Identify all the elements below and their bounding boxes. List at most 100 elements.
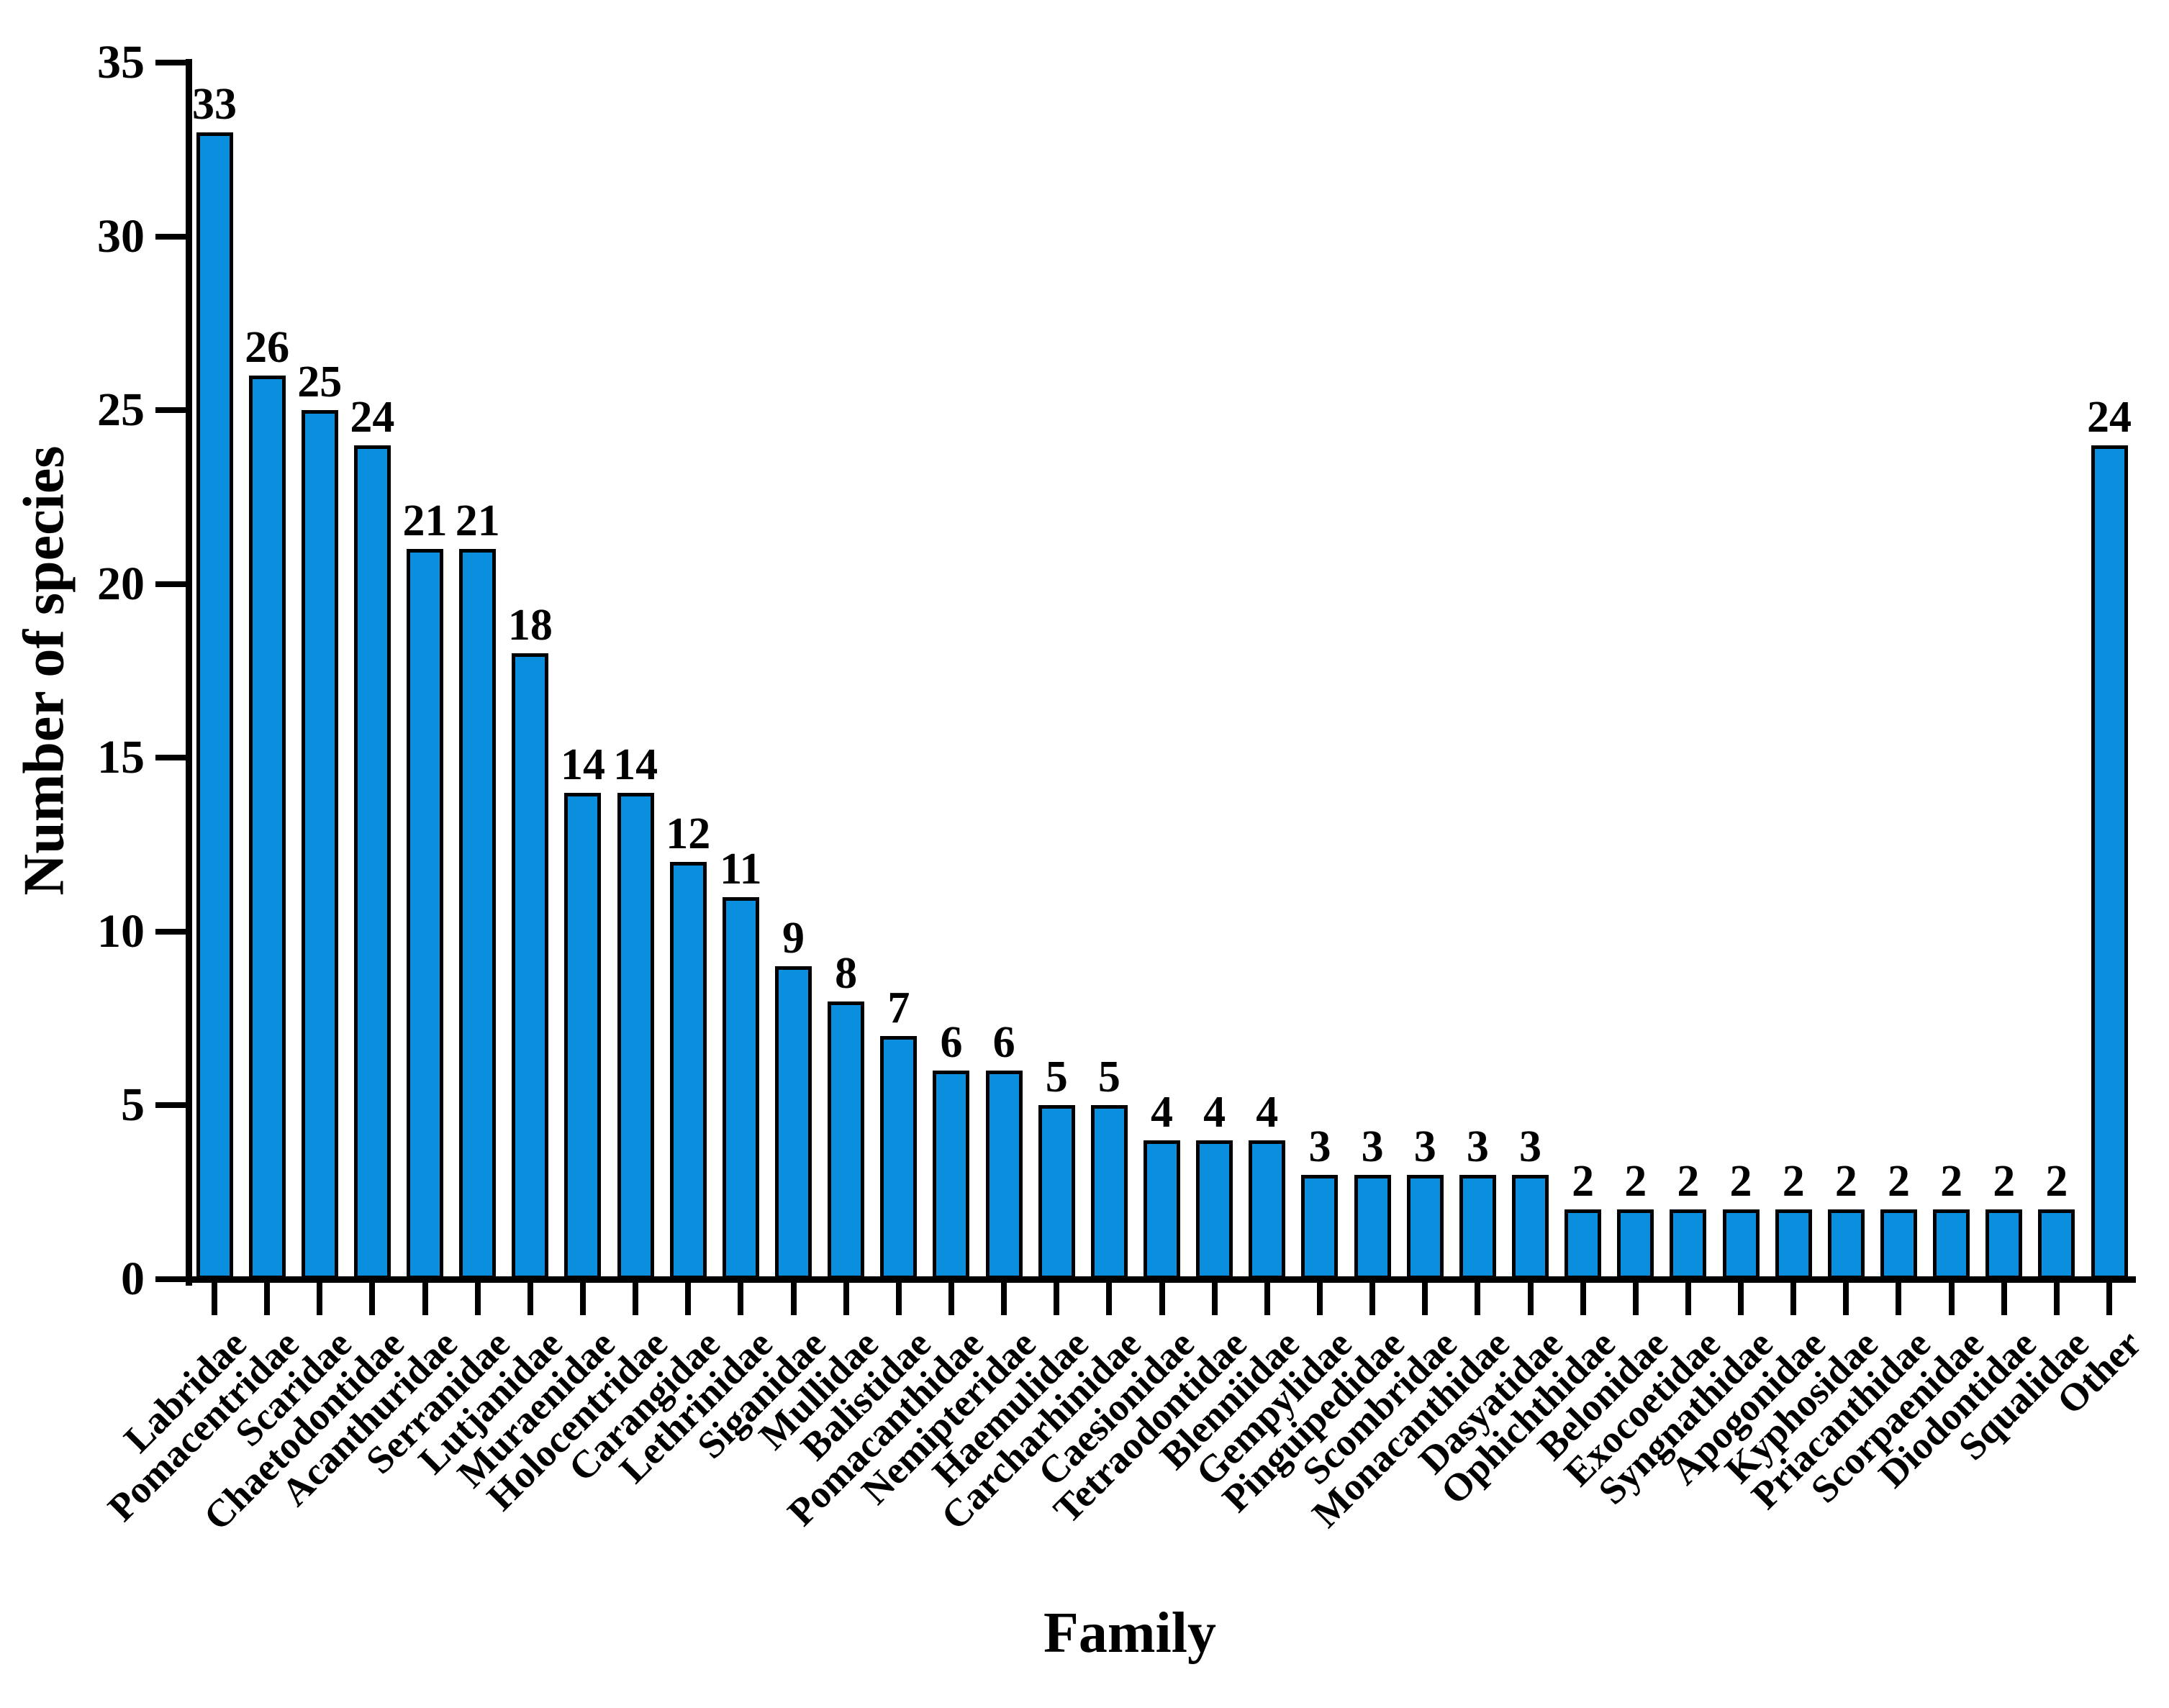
x-tick <box>1948 1283 1955 1315</box>
bar-Carcharhinidae <box>1090 1105 1128 1279</box>
x-tick <box>1632 1283 1639 1315</box>
y-tick-label: 20 <box>97 557 145 610</box>
bar-value-label: 2 <box>2045 1157 2068 1207</box>
x-tick <box>2106 1283 2113 1315</box>
x-tick <box>685 1283 692 1315</box>
x-tick <box>1685 1283 1691 1315</box>
bar-Scorpaenidae <box>1933 1209 1970 1279</box>
y-tick <box>155 233 186 240</box>
y-tick-label: 10 <box>97 904 145 958</box>
bar-value-label: 18 <box>507 601 553 650</box>
bar-value-label: 3 <box>1519 1122 1541 1172</box>
x-tick <box>474 1283 481 1315</box>
bar-Haemulidae <box>1038 1105 1075 1279</box>
bar-value-label: 3 <box>1361 1122 1384 1172</box>
bar-Mullidae <box>828 1001 865 1279</box>
x-tick <box>579 1283 586 1315</box>
bar-Syngnathidae <box>1722 1209 1760 1279</box>
y-tick <box>155 60 186 66</box>
bar-value-label: 2 <box>1834 1157 1857 1207</box>
bar-value-label: 7 <box>887 983 910 1032</box>
bar-Gempylidae <box>1301 1175 1339 1279</box>
bar-Other <box>2091 445 2128 1279</box>
bar-Lutjanidae <box>512 653 549 1279</box>
y-tick-label: 0 <box>121 1253 145 1305</box>
x-tick <box>1211 1283 1218 1315</box>
bar-value-label: 5 <box>1045 1053 1068 1102</box>
bar-Balistidae <box>880 1035 918 1279</box>
x-tick <box>1527 1283 1534 1315</box>
bar-Exocoetidae <box>1670 1209 1707 1279</box>
x-tick <box>738 1283 744 1315</box>
x-tick <box>1580 1283 1586 1315</box>
bar-value-label: 4 <box>1151 1087 1174 1137</box>
x-tick <box>1475 1283 1481 1315</box>
x-tick <box>1369 1283 1376 1315</box>
bar-value-label: 25 <box>297 358 343 407</box>
bar-Labridae <box>196 132 233 1279</box>
bar-Priacanthidae <box>1880 1209 1917 1279</box>
bar-value-label: 14 <box>613 740 658 789</box>
bar-Blenniidae <box>1249 1140 1286 1279</box>
x-tick <box>843 1283 849 1315</box>
bar-Holocentridae <box>617 792 654 1279</box>
x-tick <box>422 1283 428 1315</box>
x-tick <box>1790 1283 1797 1315</box>
y-tick <box>155 581 186 587</box>
x-tick <box>317 1283 323 1315</box>
bar-value-label: 6 <box>940 1018 963 1068</box>
x-tick <box>212 1283 217 1315</box>
y-tick <box>155 928 186 935</box>
y-tick-label: 5 <box>121 1078 145 1132</box>
y-tick-label: 35 <box>97 36 145 89</box>
y-tick <box>155 1276 186 1282</box>
x-tick <box>790 1283 797 1315</box>
bar-value-label: 3 <box>1308 1122 1331 1172</box>
x-axis-title: Family <box>1043 1602 1216 1665</box>
x-tick <box>1159 1283 1165 1315</box>
bar-Monacanthidae <box>1459 1175 1496 1279</box>
bar-value-label: 33 <box>192 79 237 129</box>
y-tick <box>155 407 186 414</box>
x-tick <box>1422 1283 1428 1315</box>
bar-Serranidae <box>459 549 497 1279</box>
bar-Acanthuridae <box>407 549 444 1279</box>
bar-value-label: 21 <box>402 496 448 546</box>
x-tick <box>948 1283 954 1315</box>
bar-value-label: 21 <box>455 496 500 546</box>
bar-value-label: 14 <box>560 740 605 789</box>
bar-value-label: 12 <box>666 809 711 859</box>
y-tick <box>155 755 186 761</box>
bar-Ophichthidae <box>1565 1209 1602 1279</box>
x-tick <box>1738 1283 1744 1315</box>
bar-value-label: 3 <box>1466 1122 1489 1172</box>
bar-Belonidae <box>1617 1209 1654 1279</box>
bar-Nemipteridae <box>985 1071 1023 1279</box>
bar-value-label: 26 <box>245 322 290 372</box>
x-tick <box>2001 1283 2007 1315</box>
x-tick <box>369 1283 376 1315</box>
bar-value-label: 2 <box>1887 1157 1910 1207</box>
x-tick <box>1316 1283 1323 1315</box>
bar-Pomacanthidae <box>933 1071 970 1279</box>
x-tick <box>527 1283 533 1315</box>
bar-Tetraodontidae <box>1196 1140 1233 1279</box>
x-tick <box>1896 1283 1902 1315</box>
x-tick <box>1264 1283 1270 1315</box>
bar-value-label: 2 <box>1993 1157 2016 1207</box>
bar-Diodontidae <box>1985 1209 2023 1279</box>
bar-Dasyatidae <box>1512 1175 1549 1279</box>
y-axis-line <box>186 59 192 1286</box>
x-tick <box>2053 1283 2060 1315</box>
bar-Caesionidae <box>1144 1140 1181 1279</box>
bar-Scombridae <box>1406 1175 1444 1279</box>
y-axis-title: Number of species <box>12 445 76 896</box>
y-tick-label: 15 <box>97 731 145 784</box>
y-tick-label: 30 <box>97 209 145 263</box>
bar-value-label: 2 <box>1624 1157 1647 1207</box>
bar-value-label: 24 <box>2087 392 2132 442</box>
x-tick <box>1106 1283 1113 1315</box>
y-tick-label: 25 <box>97 383 145 437</box>
bar-value-label: 4 <box>1203 1087 1226 1137</box>
